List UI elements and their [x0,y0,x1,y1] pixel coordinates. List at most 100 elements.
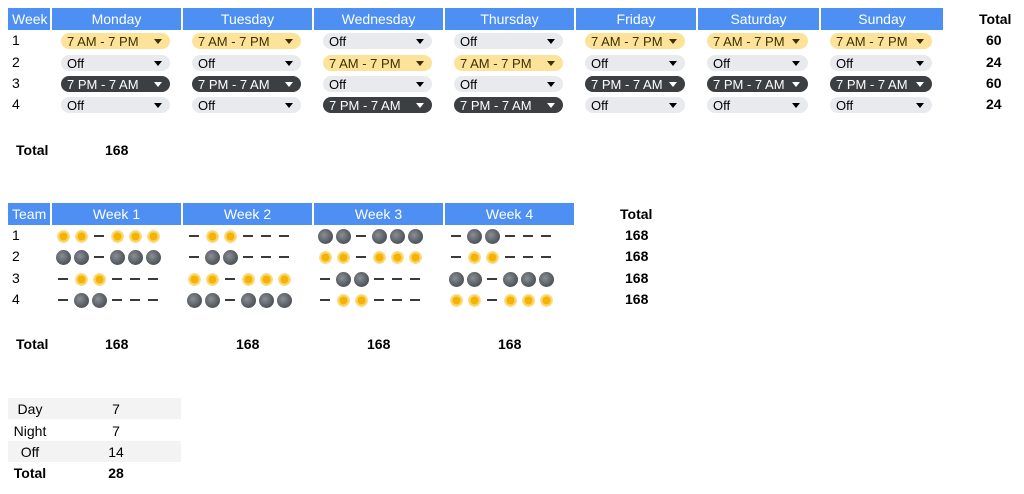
summary-row: Day 7 [8,398,181,419]
team-row-label: 1 [12,227,20,243]
rotation-pattern [449,291,557,309]
dropdown-arrow-icon[interactable] [792,102,800,108]
shift-dropdown[interactable]: Off [61,55,170,71]
dropdown-arrow-icon[interactable] [669,102,677,108]
dropdown-arrow-icon[interactable] [547,38,555,44]
dropdown-arrow-icon[interactable] [154,81,162,87]
dropdown-arrow-icon[interactable] [669,60,677,66]
dash-icon [451,235,461,237]
dropdown-arrow-icon[interactable] [916,38,924,44]
shift-dropdown[interactable]: Off [454,33,563,49]
shift-dropdown[interactable]: 7 PM - 7 AM [323,97,432,113]
dash-icon [58,278,68,280]
dropdown-arrow-icon[interactable] [416,60,424,66]
moon-icon [336,271,351,287]
moon-icon [74,249,89,265]
dash-icon [320,299,330,301]
week-row-label: 4 [12,96,20,112]
sun-icon [205,271,220,287]
dropdown-arrow-icon[interactable] [547,60,555,66]
week-header: Week 2 [183,203,312,225]
sun-icon [467,249,482,265]
shift-dropdown[interactable]: 7 PM - 7 AM [707,76,808,92]
shift-dropdown[interactable]: Off [192,97,301,113]
dropdown-arrow-icon[interactable] [916,81,924,87]
dropdown-arrow-icon[interactable] [285,38,293,44]
shift-dropdown[interactable]: Off [585,97,685,113]
team-row-label: 2 [12,248,20,264]
dash-icon [541,235,551,237]
dropdown-arrow-icon[interactable] [154,60,162,66]
shift-value: 7 PM - 7 AM [591,76,663,92]
dash-icon [523,256,533,258]
dropdown-arrow-icon[interactable] [285,102,293,108]
shift-dropdown[interactable]: Off [707,55,808,71]
dropdown-arrow-icon[interactable] [285,81,293,87]
shift-dropdown[interactable]: 7 AM - 7 PM [830,33,932,49]
dropdown-arrow-icon[interactable] [792,38,800,44]
dropdown-arrow-icon[interactable] [285,60,293,66]
dropdown-arrow-icon[interactable] [416,81,424,87]
dash-icon [451,256,461,258]
summary-row: Night 7 [8,420,181,441]
shift-dropdown[interactable]: Off [61,97,170,113]
dropdown-arrow-icon[interactable] [154,102,162,108]
dropdown-arrow-icon[interactable] [416,102,424,108]
shift-value: Off [198,55,216,71]
sun-icon [56,228,71,244]
shift-value: Off [460,76,478,92]
dash-icon [279,235,289,237]
shift-dropdown[interactable]: Off [707,97,808,113]
dash-icon [112,299,122,301]
dropdown-arrow-icon[interactable] [792,60,800,66]
dash-icon [374,299,384,301]
shift-dropdown[interactable]: 7 AM - 7 PM [61,33,170,49]
summary-label: Off [20,444,40,460]
dropdown-arrow-icon[interactable] [792,81,800,87]
shift-dropdown[interactable]: Off [454,76,563,92]
dash-icon [356,256,366,258]
moon-icon [259,292,274,308]
dropdown-arrow-icon[interactable] [916,102,924,108]
shift-dropdown[interactable]: 7 AM - 7 PM [323,55,432,71]
moon-icon [187,292,202,308]
sun-icon [92,271,107,287]
dropdown-arrow-icon[interactable] [547,81,555,87]
shift-dropdown[interactable]: 7 AM - 7 PM [585,33,685,49]
rotation-pattern [56,291,164,309]
shift-dropdown[interactable]: 7 PM - 7 AM [830,76,932,92]
dropdown-arrow-icon[interactable] [669,38,677,44]
shift-dropdown[interactable]: 7 AM - 7 PM [192,33,301,49]
moon-icon [74,292,89,308]
shift-dropdown[interactable]: 7 AM - 7 PM [454,55,563,71]
shift-dropdown[interactable]: Off [192,55,301,71]
shift-dropdown[interactable]: 7 PM - 7 AM [585,76,685,92]
dropdown-arrow-icon[interactable] [916,60,924,66]
day-header-thursday: Thursday [445,8,574,30]
sun-icon [408,249,423,265]
sun-icon [354,292,369,308]
shift-dropdown[interactable]: Off [323,33,432,49]
summary-value: 7 [112,401,120,417]
dropdown-arrow-icon[interactable] [547,102,555,108]
rotation-pattern [56,227,164,245]
dropdown-arrow-icon[interactable] [416,38,424,44]
dash-icon [410,299,420,301]
shift-dropdown[interactable]: 7 AM - 7 PM [707,33,808,49]
shift-dropdown[interactable]: Off [830,97,932,113]
shift-dropdown[interactable]: Off [323,76,432,92]
shift-dropdown[interactable]: Off [585,55,685,71]
moon-icon [372,228,387,244]
rotation-pattern [56,248,164,266]
dropdown-arrow-icon[interactable] [669,81,677,87]
shift-dropdown[interactable]: Off [830,55,932,71]
shift-dropdown[interactable]: 7 PM - 7 AM [192,76,301,92]
dropdown-arrow-icon[interactable] [154,38,162,44]
week-total: 24 [986,54,1002,70]
sun-icon [467,292,482,308]
shift-dropdown[interactable]: 7 PM - 7 AM [61,76,170,92]
team-row-label: 4 [12,291,20,307]
shift-dropdown[interactable]: 7 PM - 7 AM [454,97,563,113]
day-header-wednesday: Wednesday [314,8,443,30]
sun-icon [277,271,292,287]
